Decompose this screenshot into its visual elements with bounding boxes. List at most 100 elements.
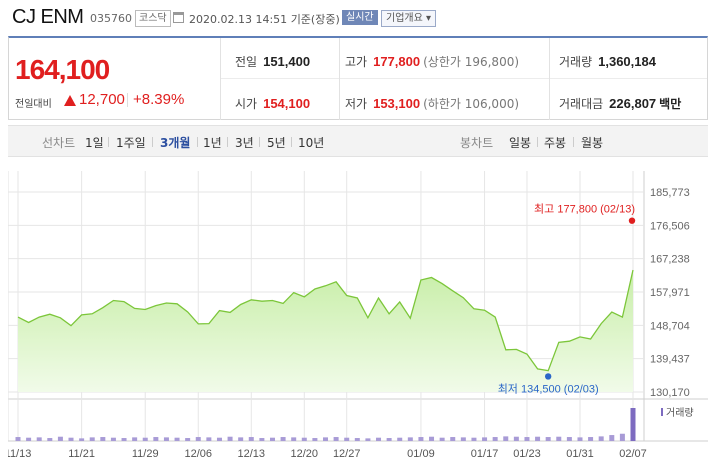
volume-bar	[598, 436, 604, 441]
x-tick-label: 01/31	[566, 448, 594, 460]
volume-bar	[216, 437, 222, 441]
volume-bar	[195, 437, 201, 441]
tab-1d[interactable]: 1일	[85, 136, 104, 150]
volume-bar	[386, 438, 392, 441]
market-badge: 코스닥	[135, 10, 171, 27]
volume-bar	[89, 437, 95, 441]
current-price: 164,100	[15, 54, 110, 85]
volume-bar	[535, 436, 541, 441]
open-price: 시가 154,100	[235, 96, 311, 111]
x-tick-label: 12/13	[238, 448, 266, 460]
volume-bar	[439, 437, 445, 441]
volume-bar	[354, 438, 360, 441]
price-chart-svg: 185,773 176,506 167,238 157,971 148,704 139,4…	[8, 171, 708, 460]
divider	[152, 137, 153, 147]
tab-daily-candle[interactable]: 일봉	[509, 136, 532, 150]
tab-weekly-candle[interactable]: 주봉	[544, 136, 567, 150]
price-area	[18, 270, 633, 392]
x-tick-label: 11/29	[132, 448, 159, 460]
volume-bar	[471, 437, 477, 441]
volume-bar	[238, 437, 244, 441]
divider	[127, 93, 128, 107]
volume-bar	[556, 436, 562, 441]
y-tick-label: 139,437	[650, 354, 690, 366]
quote-summary: 164,100 전일대비 12,700 +8.39% 전일 151,400 고가 1…	[8, 36, 708, 120]
divider	[259, 137, 260, 147]
divider	[537, 137, 538, 147]
volume-bar	[100, 437, 106, 441]
volume-bar	[163, 437, 169, 441]
divider	[339, 38, 340, 120]
volume-bar	[344, 437, 350, 441]
volume: 거래량 1,360,184	[559, 54, 656, 69]
volume-bar	[545, 437, 551, 441]
high-label: 최고 177,800 (02/13)	[534, 203, 635, 216]
y-tick-label: 167,238	[650, 254, 690, 266]
volume-bar	[259, 438, 265, 441]
volume-bar	[407, 437, 413, 441]
divider	[573, 137, 574, 147]
tab-3m[interactable]: 3개월	[160, 136, 191, 150]
high-marker	[628, 217, 636, 224]
volume-legend-swatch	[661, 408, 663, 416]
tab-10y[interactable]: 10년	[298, 136, 325, 150]
volume-bar	[15, 437, 21, 441]
divider	[197, 137, 198, 147]
volume-bar	[36, 437, 42, 441]
volume-bar	[132, 437, 138, 441]
tab-1y[interactable]: 1년	[203, 136, 222, 150]
company-info-dropdown[interactable]: 기업개요 ▾	[381, 10, 436, 27]
low-label: 최저 134,500 (02/03)	[498, 382, 599, 395]
volume-bar	[79, 438, 85, 441]
calendar-icon	[173, 12, 184, 23]
trade-amount: 거래대금 226,807 백만	[559, 96, 682, 111]
volume-legend-label: 거래량	[666, 407, 694, 419]
x-tick-label: 01/23	[513, 448, 541, 460]
volume-bar	[450, 437, 456, 441]
volume-bar	[174, 437, 180, 441]
line-chart-label: 선차트	[42, 136, 76, 150]
volume-bar	[57, 436, 63, 441]
volume-bar	[609, 435, 615, 441]
volume-bar	[397, 437, 403, 441]
tab-1w[interactable]: 1주일	[116, 136, 146, 150]
tab-3y[interactable]: 3년	[235, 136, 254, 150]
change-percent: +8.39%	[133, 91, 185, 108]
volume-bar	[26, 437, 32, 441]
realtime-button[interactable]: 실시간	[342, 10, 378, 25]
volume-bar	[577, 437, 583, 441]
volume-bar	[185, 438, 191, 441]
volume-bar	[269, 437, 275, 441]
low-price: 저가 153,100 (하한가 106,000)	[345, 96, 520, 111]
prev-close: 전일 151,400	[235, 54, 311, 69]
change-label: 전일대비	[15, 99, 52, 110]
volume-bar	[121, 438, 127, 441]
y-tick-label: 157,971	[650, 287, 690, 299]
volume-bar	[301, 437, 307, 441]
up-triangle-icon	[64, 95, 76, 106]
volume-bar	[492, 437, 498, 441]
volume-bar	[110, 437, 116, 441]
volume-bar	[503, 436, 509, 441]
x-tick-label: 12/27	[333, 448, 361, 460]
volume-bar	[206, 437, 212, 441]
x-tick-label: 02/07	[619, 448, 647, 460]
y-tick-label: 148,704	[650, 320, 690, 332]
stock-name: CJ ENM	[12, 6, 84, 28]
volume-bar	[312, 438, 318, 441]
divider	[221, 78, 707, 79]
volume-bar	[291, 437, 297, 441]
candle-chart-label: 봉차트	[460, 136, 494, 150]
volume-bar	[588, 437, 594, 441]
volume-bar	[376, 437, 382, 441]
y-tick-label: 130,170	[650, 387, 690, 399]
tab-monthly-candle[interactable]: 월봉	[581, 136, 604, 150]
volume-bar	[524, 437, 530, 441]
volume-bar	[248, 437, 254, 441]
low-marker	[544, 373, 552, 380]
volume-bar	[418, 437, 424, 441]
price-panel: 164,100 전일대비 12,700 +8.39%	[9, 38, 221, 120]
quote-datetime: 2020.02.13 14:51 기준(장중)	[189, 13, 340, 26]
volume-bar	[68, 437, 74, 441]
tab-5y[interactable]: 5년	[267, 136, 286, 150]
